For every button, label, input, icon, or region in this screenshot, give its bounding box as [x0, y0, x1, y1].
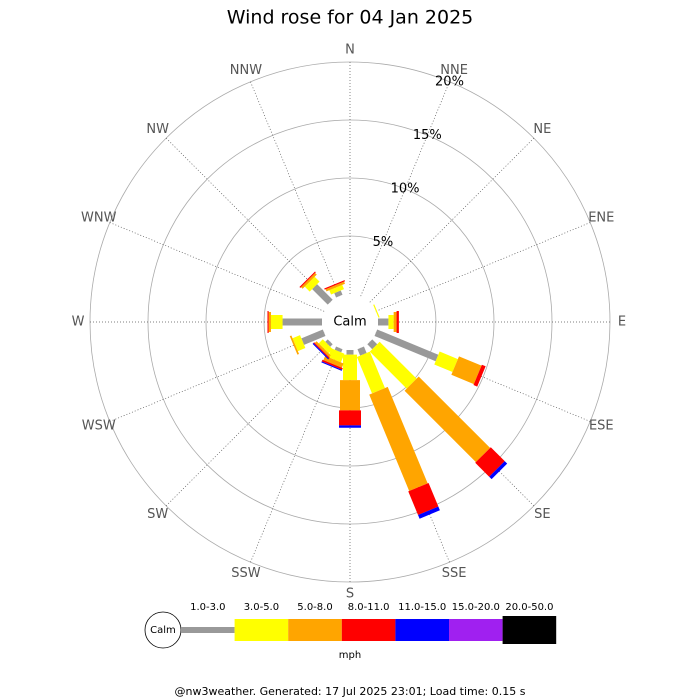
legend-swatch — [449, 619, 503, 641]
wind-bar — [318, 339, 333, 354]
direction-label: NNE — [440, 63, 468, 78]
wind-bar — [473, 364, 486, 387]
direction-label: SSW — [231, 566, 261, 581]
r-tick-label: 20% — [435, 74, 464, 89]
wind-bar — [475, 447, 505, 477]
wind-bar — [367, 339, 378, 350]
wind-bar — [325, 339, 333, 347]
legend-swatch — [395, 619, 449, 641]
direction-label: SW — [147, 507, 168, 522]
direction-label: SE — [534, 507, 550, 522]
wind-bar — [301, 329, 326, 345]
wind-bar — [369, 341, 417, 389]
legend-calm-label: Calm — [150, 625, 176, 636]
wind-bar — [268, 312, 271, 332]
calm-circle — [326, 298, 374, 346]
legend-swatch — [288, 619, 342, 641]
wind-bar — [356, 351, 385, 394]
legend-label: 11.0-15.0 — [398, 602, 446, 613]
direction-label: N — [345, 43, 355, 58]
chart-title: Wind rose for 04 Jan 2025 — [227, 7, 474, 29]
wind-bar — [339, 410, 361, 426]
wind-bar — [300, 272, 317, 289]
wind-bar — [329, 284, 344, 295]
direction-label: WSW — [82, 419, 116, 434]
wind-bar — [346, 350, 354, 355]
legend-swatch — [234, 619, 289, 641]
wind-bar — [289, 335, 300, 355]
direction-label: S — [346, 587, 354, 602]
legend-label: 8.0-11.0 — [348, 602, 390, 613]
legend-label: 1.0-3.0 — [190, 602, 225, 613]
wind-bar — [408, 482, 439, 515]
wind-bar — [321, 361, 343, 371]
direction-label: ENE — [588, 210, 614, 225]
wind-bar — [489, 461, 508, 480]
wind-bar — [282, 318, 322, 326]
wind-bar — [343, 354, 357, 381]
wind-bar — [340, 380, 360, 411]
wind-bar — [393, 312, 397, 332]
wind-bar — [388, 315, 394, 329]
wind-bar — [299, 271, 316, 288]
legend-label: 20.0-50.0 — [505, 602, 553, 613]
wind-bar — [378, 318, 389, 326]
direction-label: ESE — [589, 419, 614, 434]
legend-unit: mph — [339, 650, 361, 661]
wind-bar — [321, 359, 343, 370]
wind-bar — [314, 341, 331, 358]
wind-bar — [327, 348, 345, 363]
legend-label: 15.0-20.0 — [452, 602, 500, 613]
wind-bar — [312, 343, 329, 360]
wind-bar — [304, 276, 320, 292]
wind-bar — [418, 506, 440, 519]
wind-bar — [334, 290, 343, 298]
wind-bar — [373, 304, 380, 318]
wind-bar — [325, 281, 345, 292]
wind-bar — [404, 376, 491, 463]
legend-swatch — [181, 627, 235, 633]
legend-swatch — [341, 619, 396, 641]
direction-label: NW — [146, 122, 169, 137]
legend-swatch — [502, 616, 557, 644]
wind-bar — [374, 329, 439, 362]
wind-bar — [339, 425, 361, 428]
wind-bar — [451, 356, 482, 385]
wind-bar — [313, 342, 330, 359]
calm-label: Calm — [333, 315, 366, 330]
wind-bar — [334, 346, 343, 353]
direction-label: NNW — [230, 63, 262, 78]
grid-ring — [205, 177, 495, 467]
legend-label: 5.0-8.0 — [297, 602, 332, 613]
wind-bar — [267, 311, 269, 333]
direction-label: WNW — [81, 210, 117, 225]
footer: @nw3weather. Generated: 17 Jul 2025 23:0… — [175, 685, 526, 698]
r-tick-label: 15% — [413, 128, 442, 143]
r-tick-label: 10% — [391, 181, 420, 196]
wind-bar — [270, 315, 283, 329]
direction-label: SSE — [442, 566, 467, 581]
direction-label: NE — [533, 122, 551, 137]
r-tick-label: 5% — [373, 235, 394, 250]
wind-bar — [324, 280, 346, 290]
wind-bar — [357, 346, 367, 356]
legend-label: 3.0-5.0 — [244, 602, 279, 613]
wind-bar — [369, 386, 428, 492]
direction-label: E — [618, 315, 626, 330]
wind-bar — [396, 311, 399, 333]
wind-bar — [434, 351, 458, 373]
wind-bar — [292, 335, 306, 352]
wind-bar — [312, 284, 333, 305]
direction-label: W — [72, 315, 85, 330]
